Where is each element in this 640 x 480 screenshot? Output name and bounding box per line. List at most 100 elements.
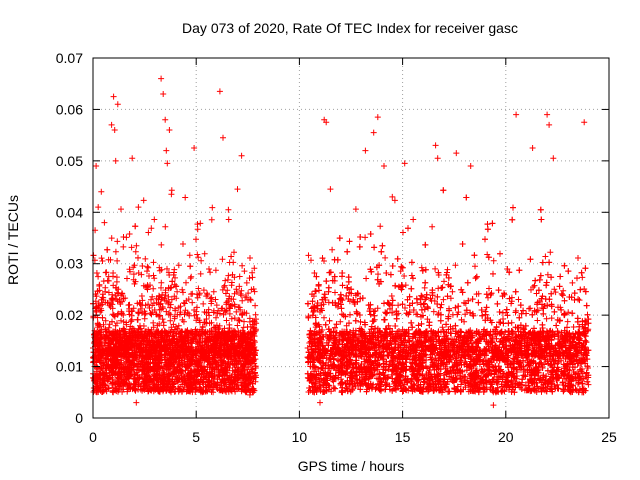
data-point xyxy=(96,281,103,288)
data-point xyxy=(128,244,135,251)
data-point xyxy=(172,274,178,281)
data-point xyxy=(207,269,214,276)
data-point xyxy=(182,194,189,201)
data-point xyxy=(201,250,208,257)
data-point xyxy=(198,257,205,264)
data-point xyxy=(124,275,130,282)
data-point xyxy=(251,288,258,295)
data-point xyxy=(114,257,121,264)
data-point xyxy=(219,256,226,263)
data-point xyxy=(212,267,219,274)
data-point xyxy=(195,254,202,261)
data-point xyxy=(187,263,194,270)
data-point xyxy=(247,255,253,261)
data-point xyxy=(132,223,139,230)
data-point xyxy=(252,363,259,370)
data-point xyxy=(118,206,124,213)
data-point xyxy=(213,314,219,321)
data-point xyxy=(221,284,227,290)
data-point xyxy=(228,253,235,260)
data-point xyxy=(119,290,126,297)
data-point xyxy=(104,246,111,253)
data-point xyxy=(128,316,135,323)
data-point xyxy=(194,315,201,322)
data-point xyxy=(134,316,141,323)
data-point xyxy=(203,293,210,300)
data-point xyxy=(149,293,156,300)
data-point xyxy=(98,255,105,262)
data-point xyxy=(191,307,198,313)
data-point xyxy=(102,284,109,291)
data-point xyxy=(223,307,230,314)
data-point xyxy=(239,262,246,269)
data-point xyxy=(230,259,237,266)
data-point xyxy=(247,297,254,304)
data-point xyxy=(197,220,204,227)
data-point xyxy=(180,289,186,296)
data-point xyxy=(113,278,120,285)
data-point xyxy=(231,249,237,256)
data-point xyxy=(167,304,174,311)
data-point xyxy=(193,236,199,243)
data-point xyxy=(151,275,158,282)
data-point xyxy=(132,248,139,255)
data-point xyxy=(126,231,133,237)
data-point xyxy=(114,238,121,245)
data-point xyxy=(188,273,195,280)
data-point xyxy=(237,290,244,297)
data-point xyxy=(236,283,243,290)
data-point xyxy=(95,273,102,280)
data-point xyxy=(223,317,230,324)
data-point xyxy=(188,344,195,351)
data-point xyxy=(228,279,235,286)
data-point xyxy=(110,270,117,276)
data-point xyxy=(209,204,216,211)
data-point xyxy=(225,206,232,213)
data-point xyxy=(99,314,106,321)
data-point xyxy=(241,318,247,325)
data-point xyxy=(226,321,233,328)
data-point xyxy=(118,317,124,324)
data-point xyxy=(97,309,104,315)
data-point xyxy=(145,264,152,271)
data-point xyxy=(148,296,154,303)
data-point xyxy=(105,324,112,331)
data-point xyxy=(213,302,220,309)
data-point xyxy=(239,297,246,304)
data-point xyxy=(160,367,167,374)
data-point xyxy=(108,295,115,302)
data-point xyxy=(252,302,259,309)
data-point xyxy=(251,265,258,272)
data-point xyxy=(145,229,152,236)
data-point xyxy=(236,273,243,280)
data-point xyxy=(102,317,109,324)
data-point xyxy=(200,300,207,307)
data-point xyxy=(234,322,241,329)
data-point xyxy=(183,279,189,286)
data-point xyxy=(186,252,193,259)
data-point xyxy=(123,234,130,241)
data-point xyxy=(93,270,100,276)
data-point xyxy=(141,315,148,322)
data-point xyxy=(105,277,112,284)
data-point xyxy=(112,248,119,255)
data-point xyxy=(158,241,165,248)
data-point xyxy=(133,242,140,249)
data-point xyxy=(246,275,253,282)
data-point xyxy=(186,312,193,319)
data-point xyxy=(222,290,229,297)
data-point xyxy=(175,322,182,329)
data-point xyxy=(194,226,201,233)
data-point xyxy=(112,322,119,329)
data-point xyxy=(151,216,158,223)
data-point xyxy=(128,318,135,325)
data-point xyxy=(175,262,182,269)
data-point xyxy=(197,270,204,277)
data-point xyxy=(148,225,155,232)
data-point xyxy=(210,288,217,295)
data-point xyxy=(249,274,256,281)
data-point xyxy=(194,251,201,258)
data-point xyxy=(150,285,157,292)
data-point xyxy=(108,235,115,242)
